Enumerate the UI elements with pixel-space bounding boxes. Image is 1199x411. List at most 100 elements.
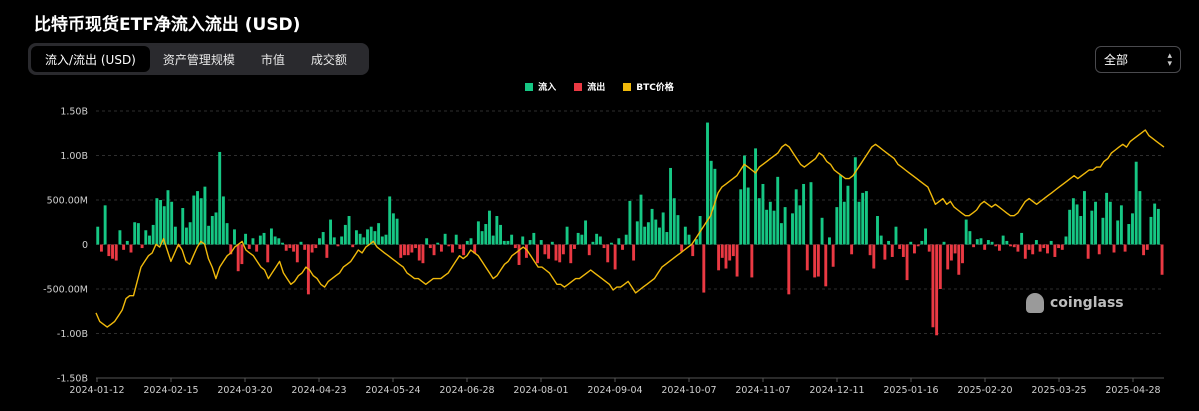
inflow-bar [1108, 201, 1112, 245]
inflow-bar [757, 198, 761, 245]
outflow-bar [524, 244, 528, 258]
inflow-bar [617, 238, 621, 245]
outflow-bar [1057, 244, 1061, 249]
inflow-bar [1101, 217, 1105, 245]
range-select[interactable]: 全部 ▴ ▾ [1095, 46, 1181, 73]
outflow-bar [447, 244, 451, 247]
inflow-bar [221, 196, 225, 245]
inflow-bar [828, 237, 831, 245]
inflow-bar [465, 240, 469, 245]
outflow-bar [613, 244, 617, 270]
inflow-bar [743, 155, 746, 245]
inflow-bar [258, 235, 262, 245]
inflow-bar [1105, 192, 1109, 245]
inflow-bar [776, 176, 780, 245]
tab-flows[interactable]: 流入/流出 (USD) [31, 46, 150, 72]
inflow-bar [273, 236, 277, 245]
outflow-bar [805, 244, 809, 271]
outflow-bar [1060, 244, 1064, 250]
outflow-bar [1123, 244, 1127, 252]
inflow-bar [343, 224, 347, 245]
inflow-bar [203, 186, 207, 245]
outflow-bar [1012, 244, 1016, 248]
x-tick-label: 2024-03-20 [217, 385, 272, 396]
inflow-bar [639, 194, 643, 245]
outflow-bar [1027, 244, 1031, 250]
inflow-bar [532, 232, 536, 245]
inflow-bar [942, 241, 946, 245]
outflow-bar [561, 244, 565, 255]
legend-swatch-price [623, 82, 632, 91]
outflow-bar [303, 244, 307, 250]
inflow-bar [853, 157, 857, 245]
outflow-bar [632, 244, 636, 261]
inflow-bar [155, 198, 159, 245]
x-tick-label: 2024-10-07 [661, 385, 716, 396]
inflow-bar [159, 200, 163, 245]
inflow-bar [225, 223, 229, 245]
inflow-bar [591, 241, 595, 245]
inflow-bar [861, 192, 865, 245]
inflow-bar [1134, 161, 1138, 245]
outflow-bar [140, 244, 144, 249]
outflow-bar [351, 244, 355, 248]
legend-label-outflow: 流出 [587, 83, 606, 93]
y-tick-label: -1.00B [57, 329, 88, 340]
outflow-bar [1023, 244, 1027, 259]
legend-outflow[interactable]: 流出 [574, 80, 605, 93]
inflow-bar [624, 234, 628, 245]
inflow-bar [876, 216, 879, 245]
inflow-bar [768, 201, 772, 245]
range-select-value: 全部 [1104, 53, 1129, 67]
x-tick-label: 2024-11-07 [735, 385, 790, 396]
inflow-bar [576, 232, 580, 245]
legend-swatch-outflow [574, 82, 583, 91]
tab-aum[interactable]: 资产管理规模 [162, 52, 235, 67]
legend-inflow[interactable]: 流入 [525, 80, 556, 93]
tab-volume[interactable]: 成交额 [310, 52, 347, 67]
inflow-bar [318, 238, 321, 245]
inflow-bar [369, 226, 373, 245]
outflow-bar [288, 244, 292, 249]
outflow-bar [938, 244, 942, 289]
tab-market-cap[interactable]: 市值 [260, 52, 285, 67]
chart-legend: 流入 流出 BTC价格 [0, 80, 1199, 93]
outflow-bar [724, 244, 728, 269]
inflow-bar [103, 205, 107, 245]
inflow-bar [181, 208, 185, 245]
x-tick-label: 2024-04-23 [291, 385, 346, 396]
inflow-bar [979, 238, 983, 245]
outflow-bar [731, 244, 735, 257]
inflow-bar [173, 226, 177, 245]
inflow-bar [669, 167, 672, 245]
y-tick-label: -1.50B [57, 374, 88, 385]
inflow-bar [709, 160, 713, 245]
outflow-bar [513, 244, 517, 249]
outflow-bar [99, 244, 103, 252]
inflow-bar [233, 229, 236, 245]
outflow-bar [750, 244, 754, 278]
inflow-bar [136, 223, 140, 245]
inflow-bar [332, 237, 336, 245]
x-tick-label: 2024-12-11 [809, 385, 864, 396]
outflow-bar [421, 244, 425, 264]
outflow-bar [462, 244, 466, 256]
outflow-bar [680, 244, 684, 252]
inflow-bar [1138, 191, 1142, 245]
inflow-bar [1001, 235, 1005, 245]
outflow-bar [114, 244, 118, 261]
legend-btc-price[interactable]: BTC价格 [623, 80, 674, 93]
outflow-bar [314, 244, 318, 249]
inflow-bar [661, 212, 665, 245]
inflow-bar [499, 224, 503, 245]
inflow-bar [694, 239, 698, 245]
outflow-bar [414, 244, 418, 249]
inflow-bar [609, 242, 613, 245]
inflow-bar [469, 238, 473, 245]
inflow-bar [425, 238, 429, 245]
inflow-bar [329, 219, 333, 245]
inflow-bar [835, 207, 839, 245]
inflow-bar [166, 190, 170, 245]
outflow-bar [1038, 244, 1042, 252]
inflow-bar [251, 238, 255, 245]
